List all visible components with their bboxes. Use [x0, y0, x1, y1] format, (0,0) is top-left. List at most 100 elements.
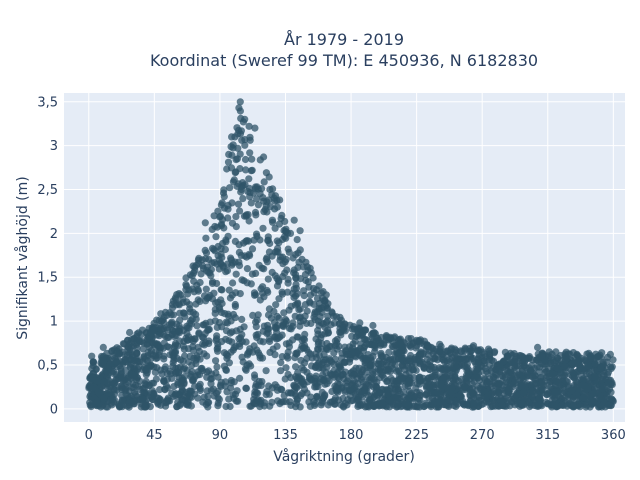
scatter-point [233, 124, 241, 132]
scatter-point [223, 354, 231, 362]
scatter-point [242, 166, 250, 174]
scatter-point [203, 263, 211, 271]
scatter-point [128, 335, 136, 344]
scatter-point [221, 245, 229, 254]
scatter-point [179, 387, 187, 395]
scatter-point [274, 248, 282, 256]
scatter-point [256, 351, 264, 359]
scatter-point [427, 363, 435, 371]
scatter-point [446, 366, 454, 374]
scatter-point [282, 227, 290, 235]
scatter-point [405, 377, 413, 385]
scatter-point [200, 350, 208, 358]
scatter-point [585, 349, 593, 357]
scatter-point [265, 390, 273, 398]
scatter-point [253, 195, 261, 203]
scatter-point [228, 133, 236, 141]
scatter-point [252, 323, 260, 331]
scatter-point [104, 403, 112, 411]
scatter-point [238, 315, 246, 323]
scatter-point [113, 349, 121, 357]
scatter-point [277, 367, 285, 375]
scatter-point [323, 359, 331, 367]
scatter-point [422, 390, 431, 398]
scatter-point [238, 136, 246, 144]
scatter-point [239, 358, 247, 366]
scatter-point [394, 376, 403, 384]
scatter-point [491, 348, 499, 356]
scatter-point [260, 178, 268, 186]
scatter-point [273, 203, 281, 211]
scatter-point [447, 344, 456, 352]
scatter-point [94, 389, 102, 397]
scatter-point [534, 343, 542, 351]
scatter-point [313, 392, 321, 400]
scatter-point [348, 325, 356, 333]
scatter-point [279, 253, 287, 261]
scatter-point [296, 305, 304, 313]
scatter-point [217, 222, 225, 230]
scatter-point [207, 386, 215, 394]
scatter-point [517, 352, 525, 360]
scatter-point [163, 384, 172, 392]
scatter-point [259, 338, 267, 346]
scatter-point [251, 208, 260, 216]
scatter-point [248, 166, 256, 174]
scatter-point [240, 277, 248, 285]
scatter-point [182, 281, 190, 289]
scatter-point [456, 392, 464, 400]
y-tick-label: 3 [50, 139, 58, 154]
scatter-point [104, 370, 112, 378]
scatter-point [250, 395, 258, 403]
scatter-point [519, 375, 527, 383]
scatter-point [260, 153, 268, 161]
scatter-point [606, 350, 615, 358]
scatter-point [432, 380, 440, 389]
scatter-point [336, 319, 344, 327]
scatter-point [88, 352, 96, 360]
scatter-point [194, 394, 202, 402]
scatter-point [142, 389, 150, 397]
scatter-point [211, 222, 219, 231]
scatter-point [268, 216, 276, 224]
scatter-point [569, 402, 578, 410]
scatter-point [334, 385, 342, 393]
scatter-point [494, 366, 502, 374]
scatter-point [420, 363, 428, 371]
scatter-point [323, 304, 331, 312]
scatter-point [301, 301, 309, 309]
scatter-point [608, 363, 616, 371]
scatter-point [134, 382, 142, 390]
scatter-point [290, 266, 298, 274]
scatter-point [292, 251, 300, 259]
scatter-point [290, 216, 298, 224]
scatter-point [199, 398, 207, 406]
scatter-point [149, 396, 157, 404]
scatter-point [457, 347, 465, 355]
scatter-point [278, 386, 286, 394]
scatter-point [197, 270, 205, 278]
scatter-point [487, 390, 495, 398]
scatter-point [217, 286, 225, 294]
scatter-point [214, 252, 222, 260]
scatter-point [372, 334, 380, 342]
scatter-point [371, 341, 379, 349]
scatter-point [150, 363, 158, 371]
scatter-point [363, 398, 371, 406]
scatter-point [167, 320, 175, 328]
scatter-point [216, 212, 225, 220]
scatter-point [578, 372, 586, 380]
scatter-point [549, 370, 558, 378]
scatter-point [259, 289, 267, 297]
scatter-point [332, 313, 341, 321]
scatter-point [228, 338, 236, 346]
scatter-point [225, 395, 233, 403]
scatter-point [569, 394, 577, 402]
scatter-point [489, 402, 497, 410]
scatter-point [318, 304, 326, 312]
scatter-point [278, 288, 286, 296]
scatter-point [268, 268, 276, 276]
scatter-point [110, 379, 118, 387]
scatter-point [467, 347, 475, 355]
scatter-point [347, 381, 355, 389]
